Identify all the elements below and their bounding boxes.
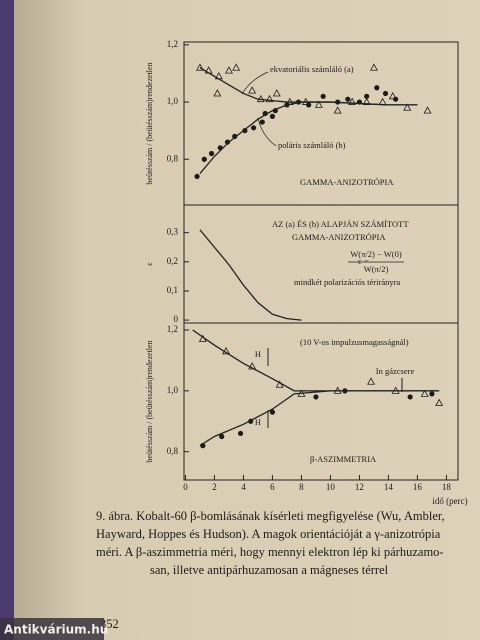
data-dot: [382, 90, 389, 97]
data-dot: [194, 173, 200, 180]
data-triangle: [420, 389, 429, 397]
x-tick-label: 12: [355, 482, 364, 492]
data-dot: [393, 96, 399, 102]
annotation: ε =: [358, 256, 369, 266]
data-triangle: [369, 63, 378, 71]
annotation: W(π/2): [364, 264, 389, 274]
data-dot: [306, 102, 312, 108]
y-tick-label: 0,8: [167, 153, 179, 163]
y-tick-label: 0,1: [167, 285, 178, 295]
leader-line: [241, 71, 269, 95]
annotation: β-ASZIMMETRIA: [310, 454, 377, 464]
data-triangle: [333, 106, 342, 114]
annotation: In gázcsere: [376, 366, 415, 376]
annotation: AZ (a) ÉS (b) ALAPJÁN SZÁMÍTOTT: [272, 219, 409, 229]
data-dot: [429, 391, 435, 397]
leader-line: [257, 117, 277, 147]
paper: [14, 0, 480, 640]
caption-line: méri. A β-aszimmetria méri, hogy mennyi …: [96, 545, 444, 559]
data-triangle: [435, 398, 444, 406]
annotation: mindkét polarizációs térirányra: [294, 277, 400, 287]
data-triangle: [388, 92, 397, 100]
data-dot: [232, 133, 238, 139]
data-triangle: [314, 100, 323, 108]
page-number: 352: [100, 617, 119, 631]
watermark-bg: [0, 618, 104, 640]
x-tick-label: 16: [413, 482, 423, 492]
watermark: Antikvárium.hu: [4, 623, 108, 637]
data-triangle: [248, 362, 257, 370]
data-triangle: [272, 89, 281, 97]
annotation: H: [255, 349, 261, 359]
x-tick-label: 8: [299, 482, 304, 492]
x-tick-label: 10: [326, 482, 336, 492]
caption-line: Hayward, Hoppes és Hudson). A magok orie…: [96, 527, 441, 541]
y-axis-label: beütésszám / (beütésszám)rendezetlen: [145, 340, 154, 462]
data-triangle: [248, 86, 257, 94]
y-tick-label: 1,0: [167, 385, 179, 395]
data-dot: [345, 96, 351, 102]
data-dot: [374, 85, 380, 91]
fit-curve: [199, 229, 302, 321]
data-dot: [201, 156, 207, 162]
data-triangle: [224, 66, 233, 74]
data-dot: [269, 409, 276, 415]
x-tick-label: 6: [270, 482, 275, 492]
data-triangle: [362, 97, 371, 105]
caption-line: san, illetve antipárhuzamosan a mágneses…: [150, 563, 389, 577]
y-tick-label: 0,8: [167, 446, 179, 456]
y-axis-label: ε: [145, 262, 154, 266]
y-tick-label: 1,2: [167, 324, 178, 334]
data-dot: [320, 93, 326, 99]
y-tick-label: 0,2: [167, 256, 178, 266]
data-dot: [242, 128, 248, 134]
data-dot: [407, 394, 413, 400]
book-edge: [0, 0, 14, 640]
data-triangle: [195, 63, 204, 71]
y-tick-label: 0,3: [167, 227, 179, 237]
annotation: ekvatoriális számláló (a): [270, 64, 354, 74]
data-triangle: [367, 377, 375, 385]
data-triangle: [232, 63, 241, 71]
data-triangle: [403, 103, 412, 111]
data-dot: [313, 394, 319, 400]
annotation: GAMMA-ANIZOTRÓPIA: [292, 232, 386, 242]
annotation: H: [255, 417, 261, 427]
annotation: (10 V-os impulzusmagasságnál): [300, 337, 409, 347]
x-tick-label: 18: [442, 482, 452, 492]
annotation: poláris számláló (b): [278, 140, 346, 150]
fit-curve: [199, 101, 418, 174]
data-triangle: [213, 89, 222, 97]
data-dot: [208, 150, 215, 157]
data-dot: [364, 93, 370, 99]
annotation: W(π/2) − W(0): [350, 249, 402, 259]
y-tick-label: 0: [174, 314, 179, 324]
x-tick-label: 2: [212, 482, 217, 492]
annotation: GAMMA-ANIZOTRÓPIA: [300, 177, 394, 187]
data-dot: [219, 433, 225, 440]
data-triangle: [423, 106, 432, 114]
fit-curve: [199, 390, 440, 447]
x-axis-label: idő (perc): [432, 496, 467, 506]
data-dot: [250, 125, 257, 131]
data-dot: [224, 139, 231, 145]
data-triangle: [265, 94, 274, 103]
y-tick-label: 1,0: [167, 96, 179, 106]
data-dot: [237, 430, 244, 437]
y-tick-label: 1,2: [167, 39, 178, 49]
caption-line: 9. ábra. Kobalt-60 β-bomlásának kísérlet…: [96, 509, 445, 523]
plot-frame: [183, 41, 459, 481]
data-triangle: [348, 97, 357, 105]
data-dot: [269, 113, 276, 119]
x-tick-label: 14: [384, 482, 394, 492]
y-axis-label: beütésszám / (beütésszám)rendezetlen: [145, 62, 154, 184]
data-dot: [259, 119, 265, 125]
x-tick-label: 4: [241, 482, 246, 492]
x-tick-label: 0: [183, 482, 188, 492]
